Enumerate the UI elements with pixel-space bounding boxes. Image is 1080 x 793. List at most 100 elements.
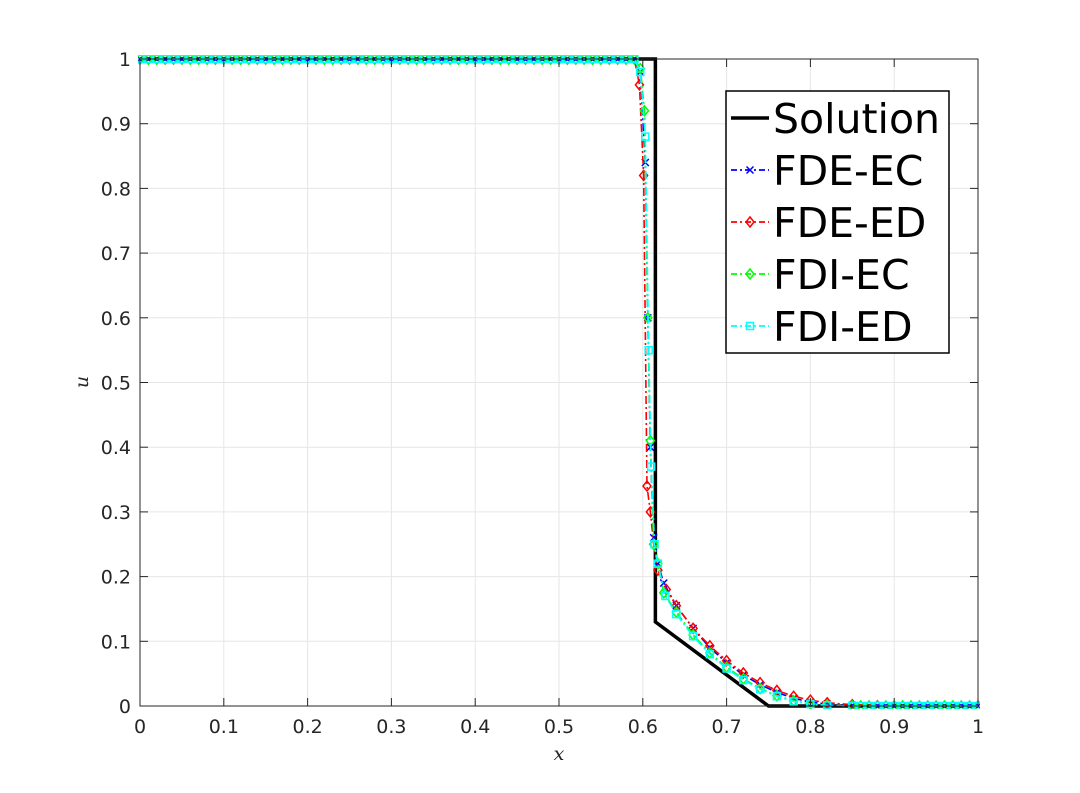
- series-layer: [138, 55, 980, 709]
- x-axis-label: x: [554, 743, 565, 765]
- y-tick-label: 0.4: [101, 437, 131, 459]
- data-point: [311, 55, 321, 66]
- data-point: [634, 78, 645, 92]
- legend-marker: [745, 267, 755, 281]
- data-point: [227, 55, 238, 66]
- data-point: [235, 55, 246, 66]
- x-tick-label: 0: [134, 716, 146, 738]
- legend-marker: [745, 321, 755, 331]
- data-point: [653, 559, 663, 568]
- data-point: [411, 55, 422, 66]
- y-tick-label: 0.6: [101, 308, 131, 330]
- data-point: [512, 55, 523, 66]
- data-point: [739, 675, 748, 685]
- data-point: [855, 699, 866, 709]
- data-point: [436, 55, 447, 66]
- legend-item-fdi-ec: FDI-EC: [731, 251, 910, 299]
- legend-marker: [745, 165, 755, 175]
- data-point: [151, 55, 162, 66]
- legend-label: FDE-ED: [773, 199, 926, 247]
- y-tick-label: 0.8: [101, 178, 131, 200]
- legend-label: FDI-ED: [773, 303, 913, 351]
- data-point: [889, 699, 900, 709]
- data-point: [378, 55, 388, 66]
- x-tick-label: 0.2: [292, 716, 322, 738]
- data-point: [193, 55, 204, 66]
- data-point: [252, 55, 263, 66]
- data-point: [905, 699, 916, 709]
- data-point: [612, 55, 623, 66]
- data-point: [579, 55, 590, 66]
- data-point: [939, 699, 950, 709]
- x-tick-label: 0.8: [795, 716, 825, 738]
- data-point: [661, 591, 670, 601]
- data-point: [394, 55, 405, 66]
- data-point: [629, 55, 640, 66]
- data-point: [352, 55, 363, 66]
- data-point: [595, 55, 606, 66]
- data-point: [688, 631, 698, 641]
- data-point: [789, 697, 798, 706]
- data-point: [646, 462, 656, 471]
- data-point: [755, 682, 766, 695]
- data-point: [658, 586, 669, 599]
- x-tick-label: 0.4: [460, 716, 490, 738]
- data-point: [478, 55, 489, 66]
- data-point: [973, 699, 980, 709]
- data-point: [805, 697, 816, 709]
- data-point: [822, 696, 833, 709]
- y-tick-label: 0.1: [101, 631, 131, 653]
- data-point: [537, 55, 548, 66]
- legend-label: FDI-EC: [773, 251, 910, 299]
- y-axis-label: u: [71, 376, 93, 388]
- legend-item-fde-ed: FDE-ED: [731, 199, 926, 247]
- data-point: [361, 55, 372, 66]
- data-point: [277, 55, 288, 66]
- y-tick-label: 0.9: [101, 114, 131, 136]
- data-point: [705, 649, 715, 659]
- data-point: [822, 701, 832, 709]
- y-tick-label: 1: [119, 49, 131, 71]
- legend-marker: [745, 215, 755, 229]
- data-point: [520, 55, 531, 66]
- data-point: [650, 540, 659, 549]
- data-point: [243, 55, 254, 66]
- data-point: [495, 55, 506, 66]
- y-tick-label: 0: [119, 696, 131, 718]
- data-point: [419, 55, 430, 66]
- data-point: [269, 55, 280, 66]
- data-point: [922, 699, 933, 709]
- data-point: [503, 55, 514, 66]
- x-tick-label: 0.9: [879, 716, 909, 738]
- x-tick-label: 1: [972, 716, 984, 738]
- data-point: [461, 55, 472, 66]
- data-point: [956, 699, 967, 709]
- data-point: [168, 55, 179, 66]
- data-point: [771, 689, 782, 702]
- y-tick-label: 0.5: [101, 373, 131, 395]
- data-point: [445, 55, 456, 66]
- legend-label: Solution: [773, 95, 940, 143]
- x-tick-label: 0.6: [628, 716, 658, 738]
- data-point: [587, 55, 598, 66]
- y-tick-label: 0.2: [101, 567, 131, 589]
- data-point: [604, 55, 615, 66]
- ticks: 0 0.1 0.2 0.3 0.4 0.5 0.6 0.7 0.8 0.9 1 0 0.1 0.2 0.3 0…: [101, 49, 984, 738]
- data-point: [570, 55, 581, 66]
- data-point: [294, 55, 305, 66]
- data-point: [722, 664, 731, 673]
- data-point: [897, 699, 908, 709]
- data-point: [327, 55, 338, 66]
- legend-label: FDE-EC: [773, 147, 923, 195]
- x-tick-label: 0.1: [209, 716, 239, 738]
- data-point: [562, 55, 573, 66]
- data-point: [336, 55, 347, 66]
- data-point: [636, 67, 645, 77]
- y-tick-label: 0.7: [101, 243, 131, 265]
- data-point: [403, 55, 414, 66]
- data-point: [285, 55, 296, 66]
- data-point: [621, 55, 632, 66]
- data-point: [652, 563, 663, 577]
- data-point: [672, 609, 681, 619]
